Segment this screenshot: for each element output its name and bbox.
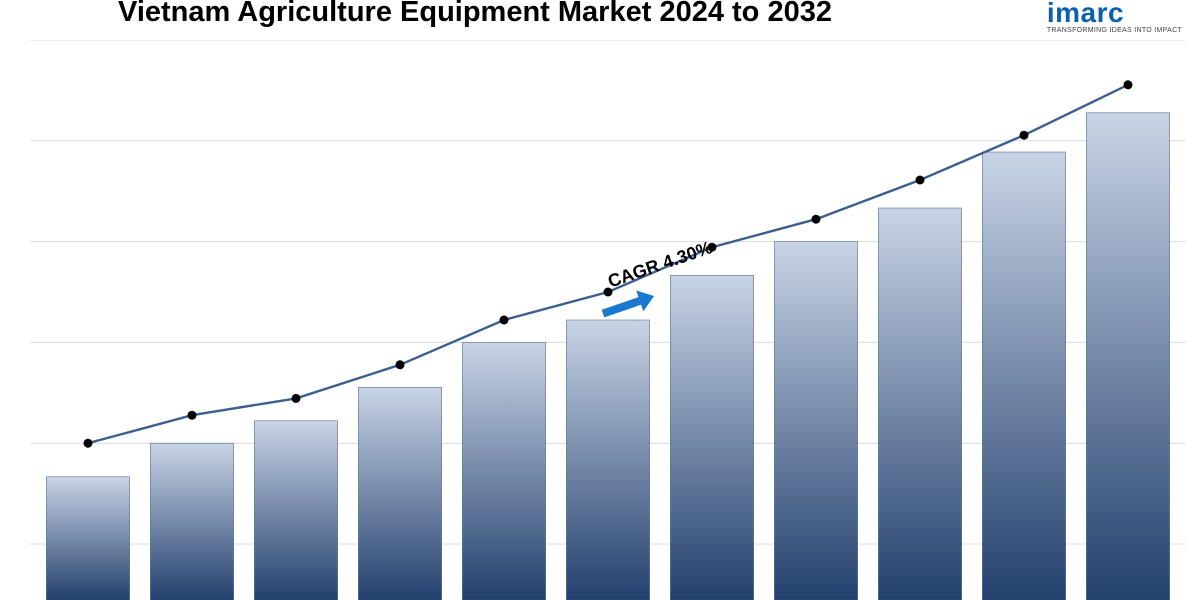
trend-marker [188, 411, 197, 420]
logo-text: imarc [1047, 0, 1124, 28]
bar [774, 242, 857, 600]
trend-marker [292, 394, 301, 403]
chart-plot-area: CAGR 4.30% [30, 40, 1186, 600]
trend-marker [500, 316, 509, 325]
logo-tagline: TRANSFORMING IDEAS INTO IMPACT [1047, 27, 1182, 34]
trend-marker [396, 360, 405, 369]
bar [878, 208, 961, 600]
trend-marker [916, 176, 925, 185]
trend-marker [1020, 131, 1029, 140]
bar [982, 152, 1065, 600]
bar [462, 342, 545, 600]
chart-svg: CAGR 4.30% [30, 40, 1186, 600]
bar [254, 421, 337, 600]
bar [150, 443, 233, 600]
bar [358, 387, 441, 600]
trend-marker [84, 439, 93, 448]
trend-marker [1124, 80, 1133, 89]
brand-logo: imarc TRANSFORMING IDEAS INTO IMPACT [1047, 0, 1182, 34]
trend-marker [812, 215, 821, 224]
bar [670, 275, 753, 600]
bar [46, 477, 129, 600]
bar [1086, 113, 1169, 600]
chart-title: Vietnam Agriculture Equipment Market 202… [118, 0, 832, 29]
bar [566, 320, 649, 600]
